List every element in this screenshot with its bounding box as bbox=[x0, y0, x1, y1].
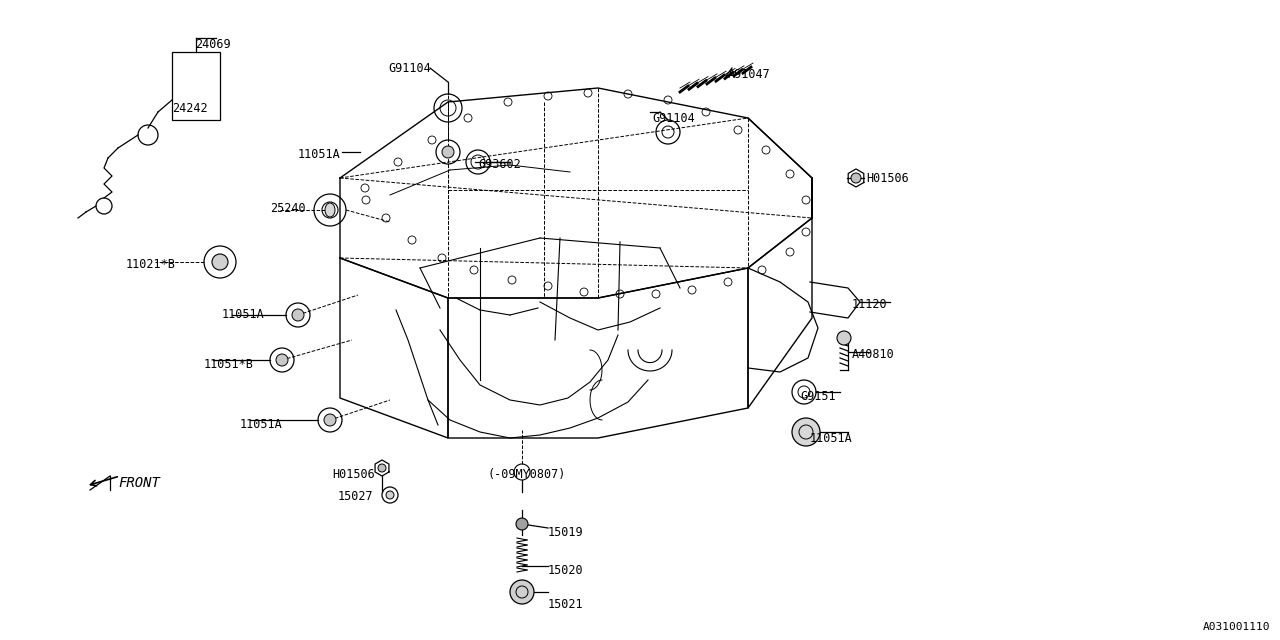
Text: 25240: 25240 bbox=[270, 202, 306, 215]
Polygon shape bbox=[448, 268, 748, 438]
Text: 24069: 24069 bbox=[195, 38, 230, 51]
Text: 11051A: 11051A bbox=[298, 148, 340, 161]
Text: A91047: A91047 bbox=[728, 68, 771, 81]
Text: 11051A: 11051A bbox=[241, 418, 283, 431]
Circle shape bbox=[324, 414, 335, 426]
Circle shape bbox=[378, 464, 387, 472]
Text: 11021*B: 11021*B bbox=[125, 258, 175, 271]
Ellipse shape bbox=[325, 203, 335, 217]
Bar bbox=[172, 52, 220, 120]
Text: G91104: G91104 bbox=[652, 112, 695, 125]
Text: 15019: 15019 bbox=[548, 526, 584, 539]
Text: 15020: 15020 bbox=[548, 564, 584, 577]
Text: A40810: A40810 bbox=[852, 348, 895, 361]
Circle shape bbox=[212, 254, 228, 270]
Text: H01506: H01506 bbox=[867, 172, 909, 185]
Circle shape bbox=[792, 418, 820, 446]
Circle shape bbox=[837, 331, 851, 345]
Polygon shape bbox=[748, 118, 812, 408]
Text: 15027: 15027 bbox=[338, 490, 374, 503]
Text: 11051A: 11051A bbox=[221, 308, 265, 321]
Text: G9151: G9151 bbox=[800, 390, 836, 403]
Text: 11120: 11120 bbox=[852, 298, 887, 311]
Circle shape bbox=[851, 173, 861, 183]
Text: 24242: 24242 bbox=[172, 102, 207, 115]
Text: 11051A: 11051A bbox=[810, 432, 852, 445]
Circle shape bbox=[509, 580, 534, 604]
Text: G91104: G91104 bbox=[388, 62, 431, 75]
Text: G93602: G93602 bbox=[477, 158, 521, 171]
Circle shape bbox=[387, 491, 394, 499]
Polygon shape bbox=[340, 88, 812, 298]
Circle shape bbox=[442, 146, 454, 158]
Circle shape bbox=[516, 518, 529, 530]
Polygon shape bbox=[340, 258, 448, 438]
Text: 11051*B: 11051*B bbox=[204, 358, 253, 371]
Circle shape bbox=[276, 354, 288, 366]
Text: A031001110: A031001110 bbox=[1202, 622, 1270, 632]
Text: FRONT: FRONT bbox=[118, 476, 160, 490]
Circle shape bbox=[292, 309, 305, 321]
Text: H01506: H01506 bbox=[332, 468, 375, 481]
Text: 15021: 15021 bbox=[548, 598, 584, 611]
Text: (-09MY0807): (-09MY0807) bbox=[488, 468, 566, 481]
